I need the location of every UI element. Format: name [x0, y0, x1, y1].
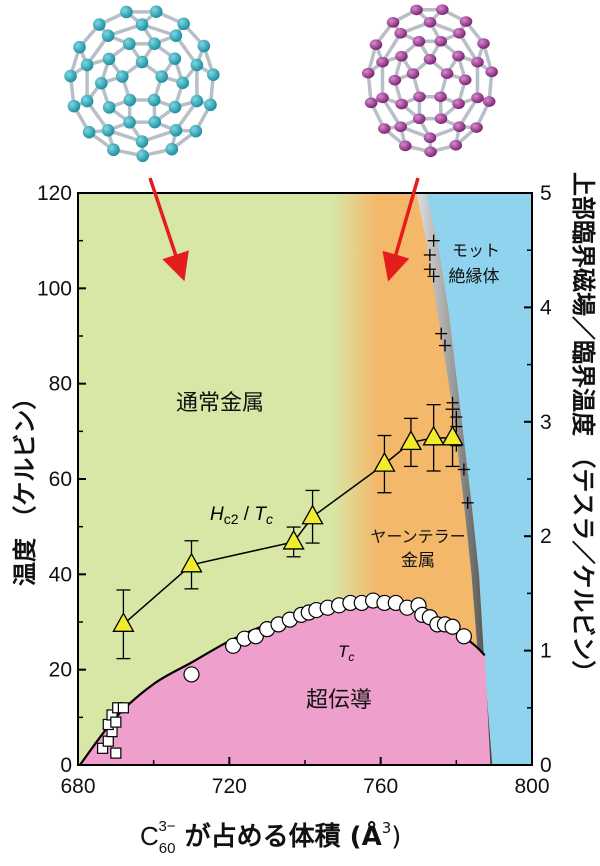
label-tc: Tc [338, 642, 354, 664]
hc2-point-5 [399, 430, 423, 451]
mott-cross-10 [457, 463, 470, 476]
label-mott-line1: モット [452, 241, 500, 260]
tc-circle-3 [247, 628, 264, 645]
hc2-point-6 [422, 425, 445, 446]
right-axis-label: 上部臨界磁場／臨界温度 （テスラ／ケルビン） [569, 172, 597, 684]
left-tick-label-5: 100 [37, 277, 72, 300]
tc-square-points [96, 702, 130, 759]
tc-square-1 [102, 735, 114, 747]
mott-cross-1 [423, 248, 436, 261]
tc-circle-24 [455, 628, 472, 645]
arrow-right [382, 177, 420, 282]
right-tick-label-2: 2 [540, 525, 552, 548]
label-superconducting: 超伝導 [306, 688, 372, 713]
right-axis-ticks: 0 1 2 3 4 5 [524, 182, 552, 777]
left-axis-label: 温度 （ケルビン） [11, 386, 39, 586]
tc-circle-points [183, 592, 472, 683]
hc2-triangle-points [112, 425, 464, 632]
tc-circle-0 [183, 666, 200, 683]
label-hc2-tc: Hc2 / Tc [210, 504, 273, 527]
right-tick-label-4: 4 [540, 296, 552, 319]
mott-cross-5 [438, 339, 451, 352]
hc2-point-1 [180, 552, 203, 573]
tc-square-0 [96, 742, 109, 754]
arrow-left [148, 177, 189, 282]
hc2-point-3 [301, 504, 324, 525]
right-tick-label-3: 3 [540, 411, 552, 434]
left-tick-label-6: 120 [37, 182, 72, 205]
left-tick-label-4: 80 [49, 373, 72, 396]
mott-cross-points [423, 234, 474, 509]
mott-insulator-region [426, 193, 532, 765]
hc2-point-0 [112, 611, 135, 632]
tc-square-7 [117, 702, 130, 714]
right-tick-label-5: 5 [540, 182, 552, 205]
bottom-tick-label-1: 720 [212, 775, 247, 798]
mott-cross-2 [423, 263, 436, 276]
mott-cross-6 [446, 396, 459, 409]
bottom-tick-label-0: 680 [60, 775, 95, 798]
right-tick-label-1: 1 [540, 640, 552, 663]
tc-circle-23 [444, 618, 461, 635]
bottom-tick-label-3: 800 [514, 775, 549, 798]
tc-square-8 [110, 747, 122, 759]
tc-circle-1 [225, 637, 242, 654]
left-tick-label-0: 0 [60, 754, 72, 777]
label-jt-metal-line1: ヤーンテラー [370, 527, 465, 546]
left-tick-label-3: 60 [49, 468, 72, 491]
mott-cross-4 [435, 327, 448, 340]
mott-cross-0 [427, 234, 440, 247]
hc2-point-4 [373, 451, 396, 472]
mott-cross-3 [427, 270, 440, 283]
left-axis-ticks: 0 20 40 60 80 100 120 [37, 182, 86, 777]
tc-square-5 [110, 716, 122, 728]
hc2-point-2 [282, 529, 305, 550]
left-tick-label-1: 20 [49, 659, 72, 682]
label-normal-metal: 通常金属 [176, 391, 264, 416]
superconducting-region [79, 602, 491, 765]
label-mott-line2: 絶縁体 [449, 267, 500, 287]
left-tick-label-2: 40 [49, 563, 72, 586]
hc2-point-7 [441, 425, 464, 446]
c60-molecule-purple [361, 4, 498, 158]
bottom-axis-label: C603− が占める体積 (Å3) [140, 818, 401, 857]
bottom-axis-ticks: 680 720 760 800 [60, 757, 550, 798]
bottom-tick-label-2: 760 [363, 775, 398, 798]
c60-molecule-cyan [64, 5, 220, 163]
right-tick-label-0: 0 [540, 754, 552, 777]
label-jt-metal-line2: 金属 [401, 551, 435, 571]
mott-cross-11 [461, 496, 474, 509]
